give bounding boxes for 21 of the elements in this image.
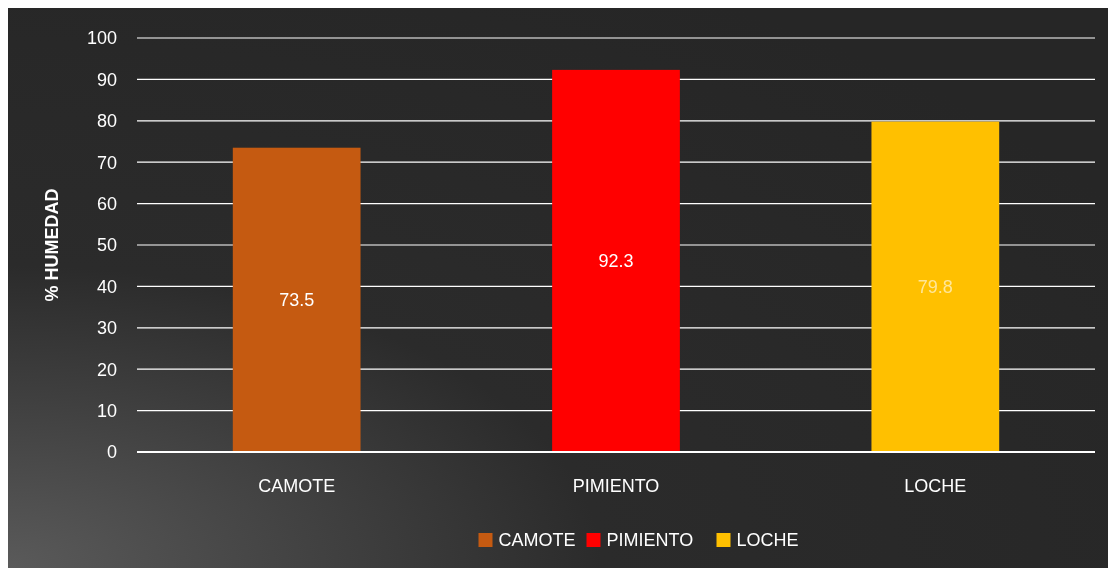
data-label: 73.5 (279, 290, 315, 311)
y-tick-label: 100 (86, 28, 117, 49)
x-tick-label: CAMOTE (258, 476, 336, 496)
y-tick-label: 10 (96, 400, 117, 421)
data-label: 92.3 (598, 251, 634, 272)
y-tick-label: 60 (96, 193, 117, 214)
y-tick-label: 40 (96, 276, 117, 297)
y-tick-label: 90 (96, 69, 117, 90)
x-tick-label: PIMIENTO (572, 476, 660, 496)
y-tick-label: 80 (96, 111, 117, 132)
x-tick-label: LOCHE (904, 476, 967, 496)
y-tick-label: 50 (96, 235, 117, 256)
legend-label: CAMOTE (498, 530, 576, 551)
y-tick-label: 0 (106, 442, 117, 463)
data-label: 79.8 (917, 277, 953, 298)
y-tick-label: 20 (96, 359, 117, 380)
legend-label: PIMIENTO (606, 530, 694, 551)
y-tick-label: 70 (96, 152, 117, 173)
y-axis-title: % HUMEDAD (42, 188, 62, 302)
y-tick-label: 30 (96, 318, 117, 339)
legend-label: LOCHE (736, 530, 799, 551)
